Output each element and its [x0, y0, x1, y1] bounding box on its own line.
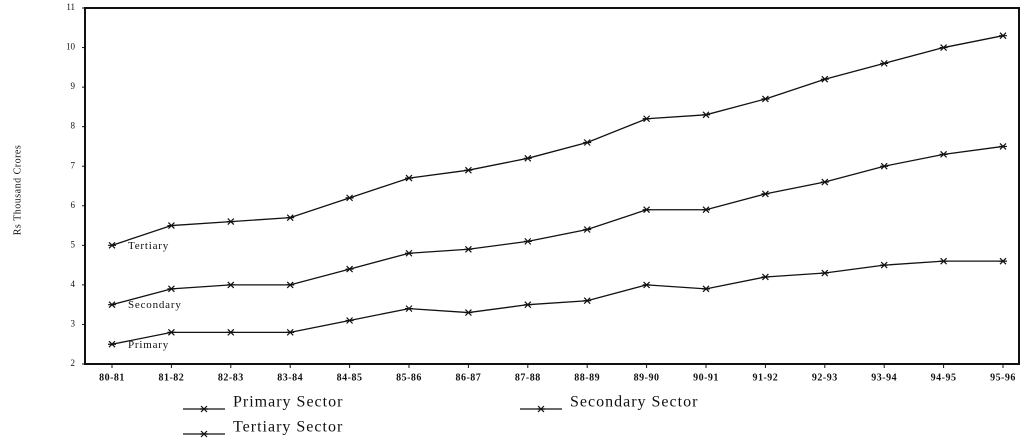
point-marker [583, 226, 592, 233]
point-marker [761, 273, 770, 281]
x-tick-label: 93-94 [871, 372, 897, 383]
point-marker [108, 340, 116, 348]
point-marker [880, 59, 889, 67]
point-marker [523, 237, 532, 245]
point-marker [820, 178, 829, 186]
point-marker [523, 301, 532, 309]
point-marker [108, 301, 116, 309]
x-tick-label: 88-89 [574, 372, 600, 383]
x-tick-label: 85-86 [396, 372, 422, 383]
point-marker [226, 281, 235, 289]
legend-label: Secondary Sector [570, 394, 698, 411]
legend-marker [537, 405, 545, 413]
point-marker [880, 261, 889, 269]
point-marker [345, 317, 354, 324]
legend-marker [200, 430, 208, 438]
x-tick-label: 89-90 [634, 372, 660, 383]
point-marker [642, 281, 651, 289]
x-tick-label: 94-95 [931, 372, 957, 383]
y-tick-label: 4 [71, 279, 76, 289]
point-marker [226, 218, 235, 226]
point-marker [999, 143, 1007, 150]
x-tick-label: 95-96 [990, 372, 1016, 383]
series-annotation: Primary [128, 339, 169, 351]
x-tick-label: 92-93 [812, 372, 838, 383]
x-tick-label: 83-84 [277, 372, 303, 383]
point-marker [999, 32, 1007, 40]
series-annotation: Tertiary [128, 240, 169, 252]
series-line [111, 145, 1004, 306]
point-marker [523, 154, 532, 162]
series-annotation: Secondary [128, 299, 182, 311]
point-marker [405, 174, 413, 182]
point-marker [464, 245, 473, 253]
point-marker [761, 95, 770, 103]
point-marker [702, 111, 710, 119]
point-marker [405, 249, 413, 257]
y-tick-label: 7 [71, 160, 76, 170]
point-marker [108, 241, 116, 249]
y-tick-label: 5 [71, 239, 76, 249]
point-marker [167, 328, 176, 336]
point-marker [286, 328, 295, 336]
x-tick-label: 80-81 [99, 372, 125, 383]
y-tick-label: 2 [71, 358, 76, 368]
x-tick-label: 87-88 [515, 372, 541, 383]
series-line [111, 260, 1003, 345]
legend-label: Tertiary Sector [233, 419, 343, 436]
point-marker [820, 75, 829, 83]
x-tick-label: 82-83 [218, 372, 244, 383]
x-tick-label: 81-82 [158, 372, 184, 383]
point-marker [702, 206, 710, 214]
point-marker [464, 166, 473, 174]
point-marker [286, 214, 295, 222]
point-marker [226, 328, 235, 336]
point-marker [999, 257, 1007, 265]
point-marker [583, 297, 592, 305]
legend-label: Primary Sector [233, 394, 343, 411]
y-tick-label: 6 [71, 200, 76, 210]
point-marker [167, 285, 176, 293]
x-tick-label: 84-85 [337, 372, 363, 383]
y-tick-label: 9 [71, 81, 76, 91]
y-tick-label: 8 [71, 121, 76, 131]
x-tick-label: 91-92 [752, 372, 778, 383]
point-marker [642, 206, 651, 214]
point-marker [761, 190, 770, 198]
point-marker [702, 285, 710, 293]
point-marker [345, 265, 354, 273]
point-marker [642, 115, 651, 123]
y-axis-title: Rs Thousand Crores [12, 145, 23, 235]
point-marker [345, 194, 354, 202]
x-tick-label: 90-91 [693, 372, 719, 383]
point-marker [939, 44, 948, 51]
point-marker [939, 150, 948, 158]
series-line [111, 35, 1004, 246]
legend-marker [200, 405, 208, 413]
point-marker [583, 139, 592, 146]
point-marker [464, 309, 473, 317]
plot-frame [84, 7, 1020, 365]
point-marker [939, 257, 948, 265]
y-tick-label: 11 [66, 2, 75, 12]
point-marker [820, 269, 829, 277]
y-tick-label: 10 [66, 42, 76, 52]
point-marker [167, 222, 176, 229]
point-marker [880, 162, 889, 170]
point-marker [286, 281, 295, 289]
y-tick-label: 3 [71, 319, 76, 329]
x-tick-label: 86-87 [455, 372, 481, 383]
point-marker [405, 305, 413, 313]
